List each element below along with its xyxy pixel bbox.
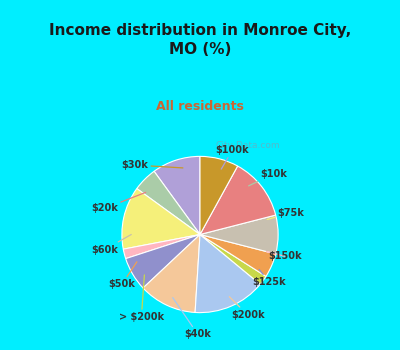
Text: Income distribution in Monroe City,
MO (%): Income distribution in Monroe City, MO (… [49, 23, 351, 57]
Text: $30k: $30k [122, 160, 183, 170]
Wedge shape [200, 215, 278, 254]
Wedge shape [122, 189, 200, 249]
Wedge shape [200, 156, 238, 235]
Text: $50k: $50k [108, 262, 137, 289]
Text: > $200k: > $200k [119, 275, 164, 322]
Text: $125k: $125k [253, 270, 286, 287]
Wedge shape [200, 234, 266, 284]
Wedge shape [195, 234, 260, 313]
Wedge shape [137, 171, 200, 235]
Wedge shape [126, 234, 200, 288]
Wedge shape [200, 166, 276, 235]
Wedge shape [200, 234, 276, 276]
Text: $60k: $60k [91, 234, 131, 255]
Text: $150k: $150k [266, 251, 302, 261]
Text: $40k: $40k [173, 298, 211, 339]
Text: $100k: $100k [216, 145, 249, 169]
Text: $75k: $75k [267, 208, 304, 219]
Wedge shape [123, 234, 200, 259]
Text: $10k: $10k [249, 169, 287, 186]
Text: $200k: $200k [229, 297, 264, 320]
Text: All residents: All residents [156, 100, 244, 113]
Text: $20k: $20k [91, 193, 146, 214]
Text: City-Data.com: City-Data.com [216, 141, 280, 150]
Wedge shape [143, 234, 200, 313]
Wedge shape [154, 156, 200, 235]
